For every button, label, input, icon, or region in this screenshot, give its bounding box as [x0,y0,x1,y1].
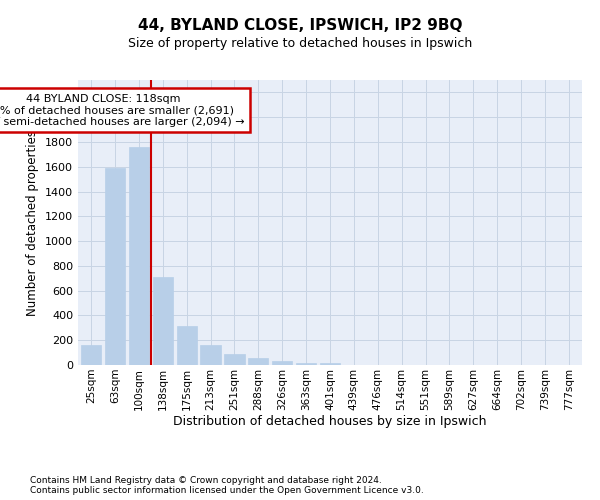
Text: Contains HM Land Registry data © Crown copyright and database right 2024.
Contai: Contains HM Land Registry data © Crown c… [30,476,424,495]
Bar [248,358,268,365]
Y-axis label: Number of detached properties: Number of detached properties [26,130,40,316]
Bar [320,362,340,365]
Bar [176,326,197,365]
Bar [200,345,221,365]
Text: 44 BYLAND CLOSE: 118sqm
← 56% of detached houses are smaller (2,691)
43% of semi: 44 BYLAND CLOSE: 118sqm ← 56% of detache… [0,94,245,127]
Bar [224,354,245,365]
Bar [105,168,125,365]
Bar [81,345,101,365]
Text: 44, BYLAND CLOSE, IPSWICH, IP2 9BQ: 44, BYLAND CLOSE, IPSWICH, IP2 9BQ [138,18,462,32]
Bar [296,362,316,365]
X-axis label: Distribution of detached houses by size in Ipswich: Distribution of detached houses by size … [173,416,487,428]
Bar [272,362,292,365]
Bar [152,277,173,365]
Text: Size of property relative to detached houses in Ipswich: Size of property relative to detached ho… [128,38,472,51]
Bar [129,147,149,365]
